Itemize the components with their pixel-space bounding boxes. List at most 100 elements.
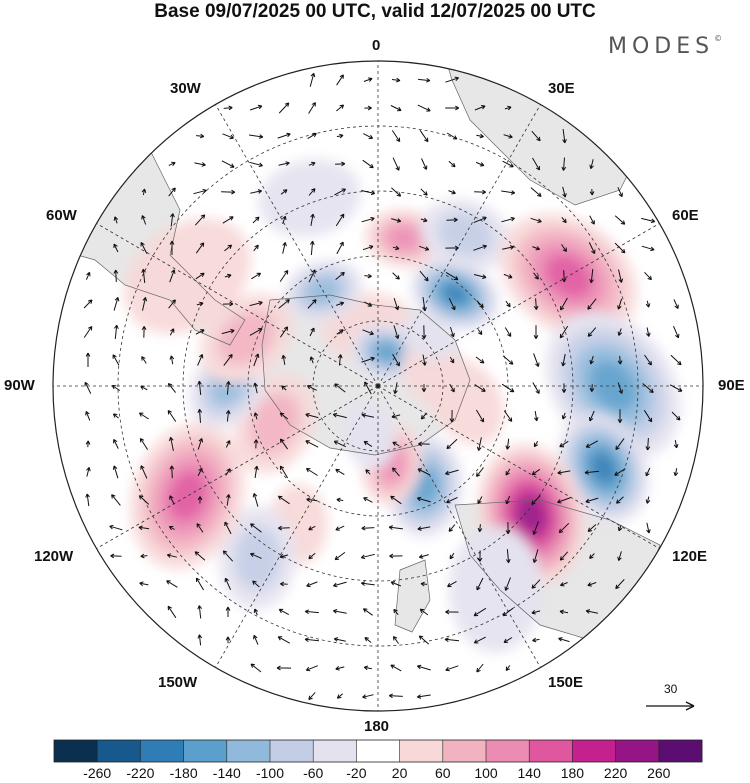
wind-vector-395 (445, 665, 459, 672)
map-border (52, 60, 704, 712)
wind-vector-175 (223, 353, 233, 366)
wind-vector-99 (502, 245, 515, 250)
wind-vector-32 (194, 162, 206, 167)
wind-vector-14 (445, 105, 460, 111)
wind-vector-305 (224, 521, 232, 535)
wind-vector-319 (617, 525, 623, 532)
wind-vector-281 (111, 494, 121, 506)
wind-vector-60 (501, 190, 516, 195)
wind-vector-26 (446, 132, 458, 140)
wind-vector-284 (197, 496, 203, 504)
lon-label-30w: 30W (170, 80, 201, 97)
wind-vector-257 (673, 440, 679, 449)
colorbar-tick-label: 100 (474, 765, 498, 781)
wind-vector-373 (585, 609, 599, 614)
wind-vector-391 (335, 666, 345, 671)
wind-vector-2 (363, 77, 373, 82)
wind-vector-73 (335, 213, 345, 227)
wind-vector-370 (502, 607, 514, 617)
wind-vector-17 (196, 133, 205, 139)
wind-vector-316 (532, 521, 539, 535)
wind-vector-15 (474, 105, 486, 111)
wind-vector-364 (332, 609, 347, 614)
wind-vector-183 (449, 356, 455, 364)
wind-vector-37 (335, 161, 346, 167)
wind-vector-219 (225, 410, 231, 422)
wind-vector-181 (392, 353, 400, 367)
wind-vector-271 (445, 469, 459, 476)
wind-vector-156 (309, 327, 315, 337)
wind-vector-390 (305, 665, 318, 672)
wind-vector-144 (587, 298, 597, 310)
wind-vector-8 (278, 102, 290, 114)
lon-label-120w: 120W (34, 548, 74, 565)
wind-vector-334 (477, 550, 483, 562)
wind-vector-369 (473, 607, 487, 617)
wind-vector-34 (249, 161, 263, 168)
wind-vector-35 (278, 161, 290, 166)
wind-vector-353 (504, 577, 511, 591)
wind-vector-62 (562, 186, 567, 198)
colorbar-swatch-8 (399, 740, 444, 762)
wind-vector-239 (168, 436, 174, 451)
wind-vector-106 (113, 269, 119, 283)
wind-vector-272 (476, 467, 484, 477)
wind-vector-79 (501, 216, 515, 223)
wind-vector-188 (589, 355, 594, 365)
wind-vector-251 (505, 438, 511, 450)
wind-vector-153 (221, 328, 235, 335)
wind-vector-298 (585, 497, 599, 504)
colorbar-tick-label: 20 (391, 765, 408, 781)
wind-vector-243 (279, 438, 289, 450)
colorbar-swatch-0 (54, 740, 98, 762)
wind-vector-327 (279, 553, 289, 559)
wind-vector-98 (473, 244, 487, 251)
wind-vector-51 (250, 189, 263, 194)
colorbar-swatch-12 (572, 740, 616, 762)
wind-vector-204 (421, 384, 427, 393)
wind-vector-351 (447, 580, 457, 588)
meridian-120 (377, 385, 660, 549)
wind-vector-380 (364, 637, 372, 643)
wind-vector-249 (446, 438, 458, 450)
wind-vector-88 (195, 242, 205, 254)
colorbar-swatch-7 (356, 740, 400, 762)
wind-vector-135 (336, 301, 345, 306)
wind-vector-315 (505, 522, 511, 535)
wind-vector-222 (305, 412, 319, 419)
wind-vector-119 (473, 274, 487, 279)
wind-vector-12 (390, 105, 402, 112)
lon-label-left: 90W (4, 377, 35, 394)
wind-vector-59 (474, 189, 487, 195)
wind-vector-167 (617, 328, 623, 336)
colorbar-tick-label: -140 (212, 765, 241, 781)
lon-label-top: 0 (372, 37, 381, 54)
meridian-330 (215, 104, 379, 387)
wind-vector-24 (391, 130, 401, 143)
wind-vector-399 (336, 693, 344, 699)
wind-vector-94 (362, 245, 374, 251)
anomaly-contour-0-2 (386, 225, 422, 252)
wind-vector-228 (475, 409, 485, 423)
colorbar-swatch-4 (226, 740, 271, 762)
wind-vector-217 (167, 409, 177, 422)
wind-vector-361 (253, 608, 259, 616)
wind-vector-76 (420, 217, 428, 223)
wind-vector-50 (221, 189, 236, 195)
wind-vector-87 (169, 240, 175, 255)
wind-vector-245 (333, 440, 347, 448)
colorbar-tick-label: -20 (346, 765, 367, 781)
wind-vector-309 (335, 525, 345, 531)
wind-vector-265 (279, 465, 289, 479)
wind-vector-117 (419, 270, 429, 282)
wind-vector-232 (589, 410, 595, 422)
wind-vector-283 (169, 495, 175, 505)
wind-vector-234 (643, 409, 653, 423)
wind-vector-182 (422, 354, 427, 366)
wind-vector-19 (249, 134, 264, 139)
wind-vector-90 (253, 244, 259, 252)
wind-vector-30 (562, 129, 567, 144)
wind-vector-21 (307, 132, 317, 140)
wind-vector-163 (504, 327, 512, 337)
wind-vector-246 (363, 440, 373, 448)
